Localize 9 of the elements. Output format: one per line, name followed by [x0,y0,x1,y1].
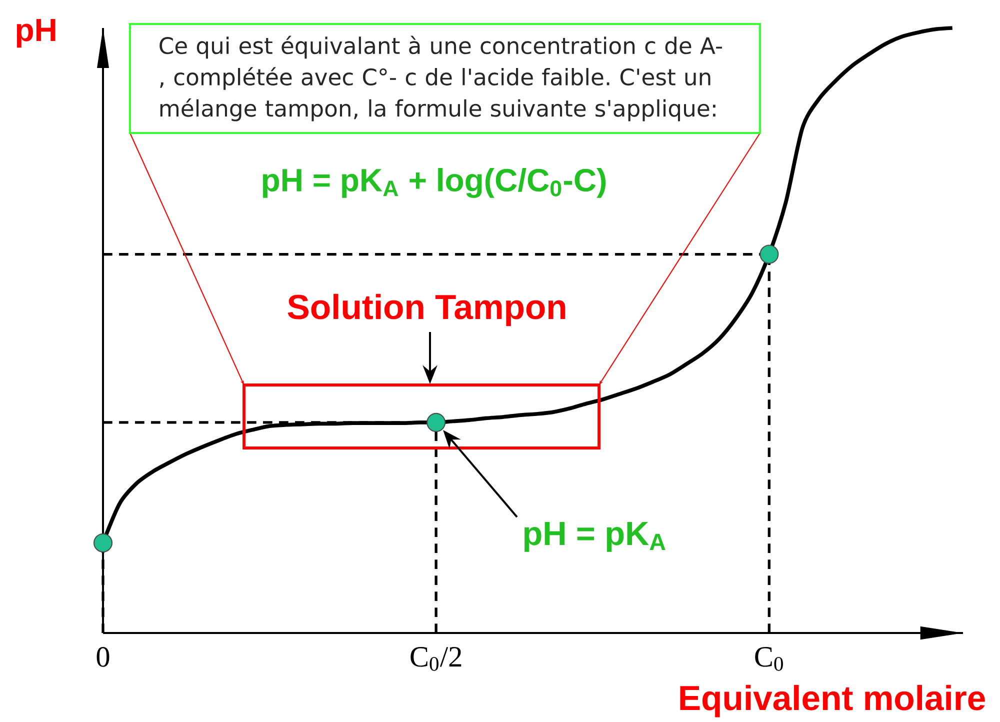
x-tick-label: C$_{0}$/2 [410,647,462,671]
y-axis-title: pH [16,18,56,48]
x-tick-label: 0 [96,647,110,667]
annotation: pH = pK$_{A}$ [524,522,666,552]
annotation: pH = pK$_{A}$ + log(C/C$_{0}$-C) [262,168,606,198]
x-tick-label: C$_{0}$ [755,647,783,671]
x-axis-title: Equivalent molaire [680,684,985,718]
annotation: Ce qui est équivalant à une concentration c de A- , complétée avec C°- c de l'acide faible. C'est un mélange tampon, la formule suivante s'applique: [160,36,722,122]
annotation: Solution Tampon [288,294,566,326]
